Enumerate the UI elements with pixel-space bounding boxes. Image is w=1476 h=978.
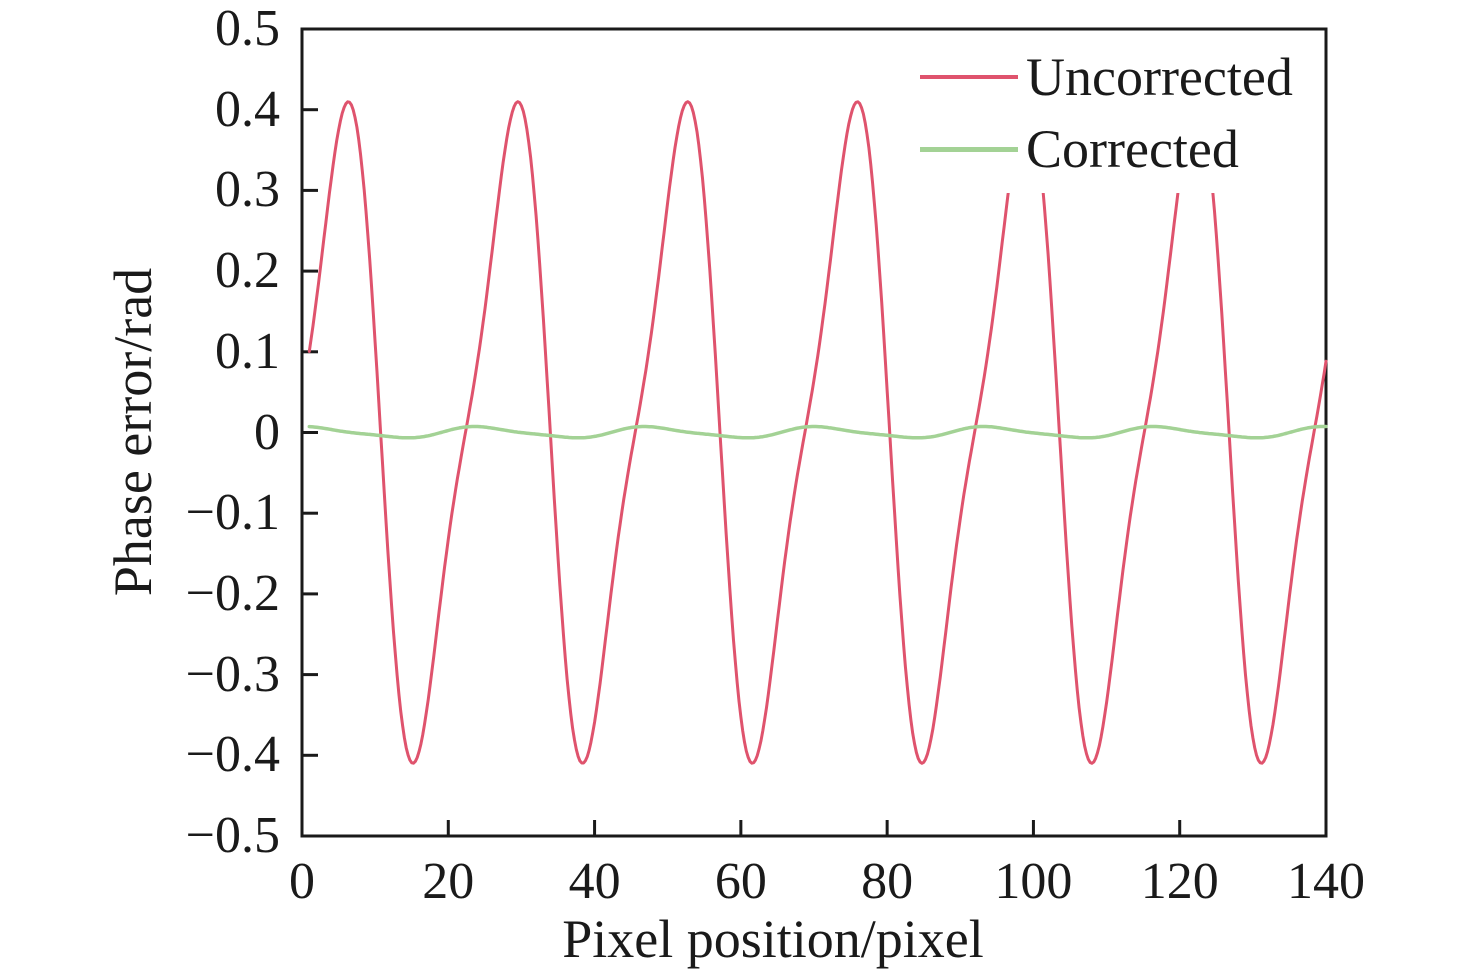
y-tick-label: 0 bbox=[254, 403, 280, 461]
x-tick-label: 80 bbox=[861, 853, 914, 910]
y-tick-label: 0.3 bbox=[215, 161, 280, 219]
legend-label-corrected: Corrected bbox=[1026, 119, 1239, 179]
y-tick-label: 0.1 bbox=[215, 322, 280, 380]
x-axis-title: Pixel position/pixel bbox=[562, 909, 984, 969]
x-tick-label: 40 bbox=[568, 853, 621, 910]
legend-label-uncorrected: Uncorrected bbox=[1026, 47, 1293, 107]
y-tick-label: −0.5 bbox=[185, 807, 280, 864]
x-tick-label: 120 bbox=[1140, 853, 1219, 910]
legend-item-uncorrected: Uncorrected bbox=[920, 49, 1324, 105]
x-tick-label: 60 bbox=[714, 853, 767, 910]
x-tick-label: 20 bbox=[422, 853, 475, 910]
y-tick-label: −0.2 bbox=[185, 564, 280, 622]
y-tick-label: 0.2 bbox=[215, 242, 280, 300]
x-tick-label: 140 bbox=[1287, 853, 1365, 910]
corrected-curve bbox=[307, 424, 1328, 440]
x-tick-label: 0 bbox=[289, 853, 315, 910]
y-tick-label: −0.3 bbox=[185, 645, 280, 703]
y-tick-label: −0.1 bbox=[185, 484, 280, 542]
uncorrected-line-swatch bbox=[920, 75, 1018, 79]
y-axis-title: Phase error/rad bbox=[103, 267, 163, 597]
legend-item-corrected: Corrected bbox=[920, 121, 1324, 177]
legend: Uncorrected Corrected bbox=[920, 33, 1324, 193]
uncorrected-curve bbox=[307, 100, 1328, 765]
x-tick-label: 100 bbox=[994, 853, 1073, 910]
corrected-line-swatch bbox=[920, 146, 1018, 152]
y-tick-label: −0.4 bbox=[185, 726, 280, 784]
y-tick-label: 0.4 bbox=[215, 80, 280, 138]
y-tick-label: 0.5 bbox=[215, 0, 280, 57]
